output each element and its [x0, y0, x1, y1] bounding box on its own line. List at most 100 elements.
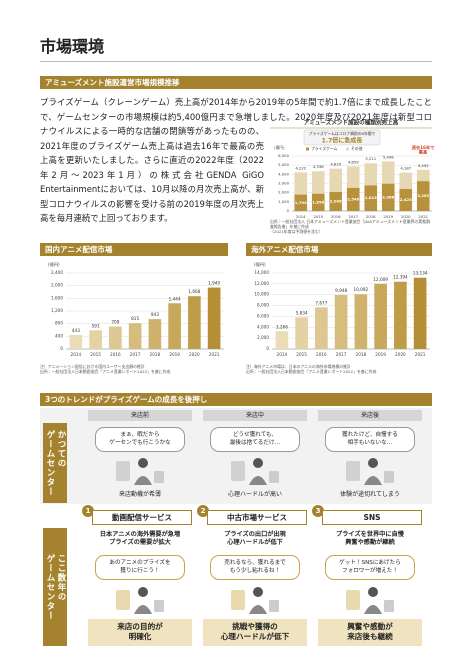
- page-title: 市場環境: [40, 37, 105, 56]
- paragraph: プライズゲーム（クレーンゲーム）売上高が2014年から2019年の5年間で約1.…: [40, 95, 432, 255]
- bar: [354, 294, 368, 349]
- y-tick-label: 10,000: [254, 292, 269, 297]
- value-label: 2,986: [382, 194, 394, 199]
- x-tick-label: 2014: [277, 352, 288, 357]
- x-tick-label: 2020: [401, 214, 411, 219]
- total-label: 4,492: [418, 163, 429, 168]
- value-label: 3,262: [417, 193, 429, 198]
- annotation: 1.7倍に急成長: [322, 137, 363, 145]
- bar: [128, 323, 142, 349]
- prop: [346, 461, 360, 481]
- legend-swatch: [306, 147, 309, 151]
- value-label: 13,134: [413, 271, 428, 276]
- head: [253, 587, 263, 597]
- text-line: 過去16年で: [412, 144, 434, 151]
- y-tick-label: 8,000: [257, 303, 269, 308]
- result-box: 来店の目的が 明確化: [88, 619, 192, 646]
- y-tick-label: 0: [60, 346, 63, 351]
- value-label: 2,813: [365, 195, 377, 200]
- total-label: 4,338: [313, 164, 324, 169]
- value-label: 1,896: [312, 199, 324, 204]
- head: [253, 458, 263, 468]
- bar-segment: [346, 166, 360, 188]
- annotation-record: 過去16年で最高: [412, 144, 434, 156]
- bar-segment: [346, 187, 360, 211]
- x-tick-label: 2019: [375, 352, 386, 357]
- legend-swatch: [346, 147, 349, 151]
- total-label: 5,408: [383, 154, 394, 159]
- before-background: [40, 408, 432, 504]
- y-tick-label: 4,000: [278, 171, 289, 176]
- legend-label: その他: [351, 146, 363, 151]
- bar: [89, 330, 102, 349]
- bar-segment: [399, 172, 413, 189]
- bar: [188, 296, 201, 349]
- chart-note: 注）海外アニメ市場は、日本のアニメの海外市場規模の推計 出所：一般社団法人日本動…: [246, 364, 377, 374]
- value-label: 591: [92, 323, 100, 328]
- body: [134, 476, 152, 485]
- value-label: 5,834: [296, 310, 308, 315]
- bar: [69, 334, 83, 349]
- value-label: 709: [111, 320, 119, 325]
- bar-segment: [416, 169, 430, 182]
- title-rule: [40, 61, 432, 62]
- x-tick-label: 2015: [313, 214, 323, 219]
- x-tick-label: 2017: [336, 352, 347, 357]
- effect-text: プライズの出口が出現 心理ハードルが低下: [224, 531, 286, 546]
- caption: 体験が途切れてしまう: [340, 491, 400, 498]
- value-label: 815: [131, 316, 139, 321]
- x-tick-label: 2016: [331, 214, 341, 219]
- y-axis-label: (億円): [48, 261, 60, 268]
- value-label: 12,009: [373, 277, 388, 282]
- y-tick-label: 1,600: [51, 295, 63, 300]
- illustration: [116, 458, 164, 485]
- y-tick-label: 2,000: [278, 190, 289, 195]
- speech-bubble: 獲れたけど、自慢する 相手もいないな…: [325, 427, 415, 452]
- value-label: 443: [72, 328, 80, 333]
- bar-segment: [329, 168, 343, 192]
- illustration: [346, 587, 394, 614]
- total-label: 4,859: [348, 159, 359, 164]
- x-tick-label: 2014: [71, 352, 82, 357]
- x-tick-label: 2016: [110, 352, 121, 357]
- prop: [231, 461, 245, 481]
- y-tick-label: 800: [55, 321, 63, 326]
- chart-heading: 海外アニメ配信市場: [246, 243, 432, 256]
- prop: [116, 590, 130, 610]
- x-tick-label: 2021: [415, 352, 426, 357]
- prop: [154, 471, 164, 483]
- illustration: [346, 458, 394, 485]
- y-tick-label: 6,000: [257, 313, 269, 318]
- y-tick-label: 4,000: [257, 324, 269, 329]
- service-box: 中古市場サービス: [207, 510, 307, 525]
- illustration: [116, 587, 164, 614]
- value-label: 943: [151, 312, 159, 317]
- bar: [374, 283, 387, 349]
- prop: [269, 471, 279, 483]
- prop: [384, 600, 394, 612]
- chart-source: 出所：一般社団法人 日本アミューズメント産業協会「JAIAアミューズメント産業界…: [270, 219, 430, 234]
- service-box: SNS: [322, 510, 422, 525]
- total-label: 4,222: [295, 165, 306, 170]
- head: [138, 458, 148, 468]
- chart-title: アミューズメント施設の種類別売上高: [304, 119, 399, 127]
- head: [368, 458, 378, 468]
- phase-tab: 来店中: [203, 410, 307, 421]
- body: [134, 605, 152, 614]
- x-tick-label: 2015: [296, 352, 307, 357]
- head: [138, 587, 148, 597]
- value-label: 12,394: [393, 275, 408, 280]
- bar-segment: [399, 188, 413, 211]
- bar: [168, 303, 181, 349]
- y-tick-label: 6,000: [278, 153, 289, 158]
- value-label: 1,940: [208, 281, 220, 286]
- bar: [109, 326, 122, 349]
- bar-segment: [329, 191, 343, 211]
- x-tick-label: 2019: [169, 352, 180, 357]
- prop: [231, 590, 245, 610]
- section-heading: 3つのトレンドがプライズゲームの成長を後押し: [40, 393, 432, 406]
- effect-text: プライズを世界中に自慢 興奮や感動が継続: [336, 531, 404, 546]
- service-box: 動画配信サービス: [92, 510, 192, 525]
- value-label: 1,668: [188, 289, 200, 294]
